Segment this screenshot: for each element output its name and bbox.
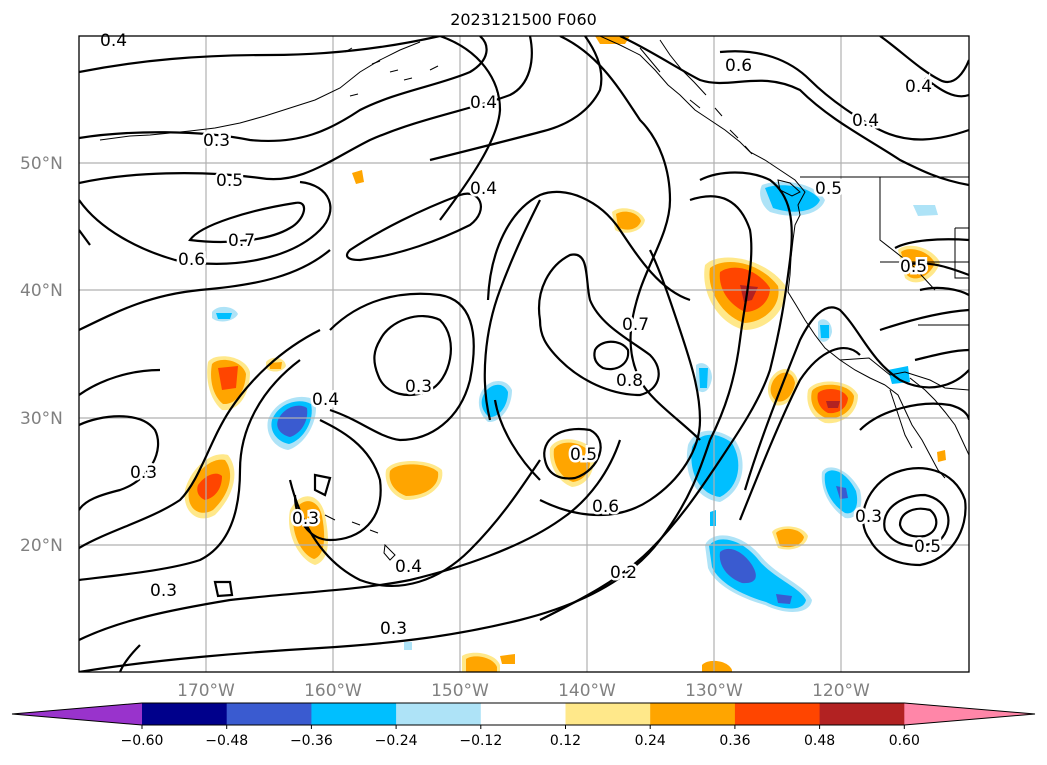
anomaly-negative xyxy=(710,510,716,526)
lon-label: 120°W xyxy=(812,681,870,701)
colorbar xyxy=(11,702,1036,726)
colorbar-swatch xyxy=(565,703,651,725)
lon-label: 130°W xyxy=(685,681,743,701)
colorbar-tick-label: −0.36 xyxy=(290,733,333,749)
anomaly-positive xyxy=(466,656,497,672)
colorbar-tick-label: −0.48 xyxy=(205,733,248,749)
contour-label: 0.4 xyxy=(100,31,127,51)
contour-label: 0.3 xyxy=(150,581,177,601)
colorbar-extend-low xyxy=(12,703,142,725)
colorbar-tick-label: −0.60 xyxy=(121,733,164,749)
longitude-labels: 170°W 160°W 150°W 140°W 130°W 120°W xyxy=(177,681,870,701)
anomaly-negative xyxy=(404,642,412,650)
contour-label: 0.6 xyxy=(592,497,619,517)
contour-label: 0.5 xyxy=(570,445,597,465)
colorbar-tick-label: 0.24 xyxy=(635,733,666,749)
lon-label: 140°W xyxy=(558,681,616,701)
anomaly-negative xyxy=(277,405,308,437)
anomaly-positive xyxy=(269,362,282,369)
contour-label: 0.3 xyxy=(380,619,407,639)
contour-label: 0.2 xyxy=(610,563,637,583)
map-frame xyxy=(78,35,970,673)
contour-label: 0.4 xyxy=(470,179,497,199)
colorbar-tick-label: −0.24 xyxy=(375,733,418,749)
anomaly-positive xyxy=(352,170,364,184)
contour-label: 0.8 xyxy=(616,371,643,391)
anomaly-positive xyxy=(702,660,732,672)
anomaly-negative xyxy=(765,185,820,212)
anomaly-negative xyxy=(719,548,756,584)
contour-label: 0.4 xyxy=(395,557,422,577)
anomaly-positive xyxy=(740,285,758,302)
lat-label: 50°N xyxy=(20,154,63,174)
colorbar-tick-label: −0.12 xyxy=(459,733,502,749)
contour-label: 0.6 xyxy=(178,250,205,270)
anomaly-positive xyxy=(616,211,641,230)
anomaly-negative xyxy=(836,486,848,499)
contour-label: 0.4 xyxy=(852,111,879,131)
contour-label: 0.7 xyxy=(228,231,255,251)
anomaly-positive xyxy=(389,464,439,496)
contour-label: 0.5 xyxy=(815,179,842,199)
anomaly-negative xyxy=(888,366,910,384)
contour-label: 0.4 xyxy=(905,77,932,97)
anomaly-negative xyxy=(699,368,708,388)
anomaly-negative xyxy=(776,594,792,604)
colorbar-swatch xyxy=(650,703,736,725)
contour-lines xyxy=(79,36,969,672)
contour-label: 0.4 xyxy=(470,93,497,113)
graticule xyxy=(79,36,969,672)
lat-label: 40°N xyxy=(20,281,63,301)
anomaly-positive xyxy=(553,442,591,482)
anomaly-positive xyxy=(770,372,795,402)
colorbar-swatch xyxy=(396,703,482,725)
contour-label: 0.3 xyxy=(405,377,432,397)
latitude-labels: 50°N 40°N 30°N 20°N xyxy=(20,154,63,556)
contour-label: 0.7 xyxy=(622,315,649,335)
contour-label-group: 0.4 0.3 0.5 0.7 0.6 0.4 0.4 0.6 0.4 0.4 … xyxy=(98,29,944,642)
colorbar-tick-label: 0.12 xyxy=(550,733,581,749)
contour-label: 0.5 xyxy=(216,171,243,191)
colorbar-ticks: −0.60 −0.48 −0.36 −0.24 −0.12 0.12 0.24 0.36 0.4… xyxy=(121,725,920,749)
contour-label: 0.3 xyxy=(203,131,230,151)
contour-label: 0.5 xyxy=(900,257,927,277)
anomaly-negative xyxy=(913,205,938,216)
lon-label: 160°W xyxy=(304,681,362,701)
anomaly-positive xyxy=(218,366,238,390)
colorbar-swatch xyxy=(819,703,905,725)
colorbar-swatch xyxy=(226,703,312,725)
contour-label: 0.3 xyxy=(292,509,319,529)
contour-label: 0.3 xyxy=(130,463,157,483)
colorbar-extend-high xyxy=(904,703,1035,725)
contour-label: 0.5 xyxy=(914,537,941,557)
anomaly-negative xyxy=(216,313,232,319)
colorbar-tick-label: 0.60 xyxy=(889,733,920,749)
coastlines xyxy=(99,36,969,561)
lon-label: 170°W xyxy=(177,681,235,701)
map-title: 2023121500 F060 xyxy=(450,10,597,29)
colorbar-swatch xyxy=(480,703,566,725)
lon-label: 150°W xyxy=(431,681,489,701)
colorbar-tick-label: 0.48 xyxy=(804,733,835,749)
map-panel xyxy=(79,36,969,672)
colorbar-swatch xyxy=(142,703,228,725)
anomaly-positive xyxy=(197,473,222,500)
anomaly-positive xyxy=(826,401,840,408)
contour-label: 0.3 xyxy=(855,507,882,527)
contour-label: 0.6 xyxy=(725,56,752,76)
anomaly-negative xyxy=(820,325,829,338)
lat-label: 20°N xyxy=(20,536,63,556)
anomaly-positive xyxy=(776,528,804,548)
anomaly-positive xyxy=(500,654,515,664)
contour-label: 0.4 xyxy=(312,390,339,410)
colorbar-swatch xyxy=(311,703,397,725)
lat-label: 30°N xyxy=(20,409,63,429)
colorbar-swatch xyxy=(734,703,821,725)
anomaly-positive xyxy=(937,450,946,462)
colorbar-tick-label: 0.36 xyxy=(719,733,750,749)
